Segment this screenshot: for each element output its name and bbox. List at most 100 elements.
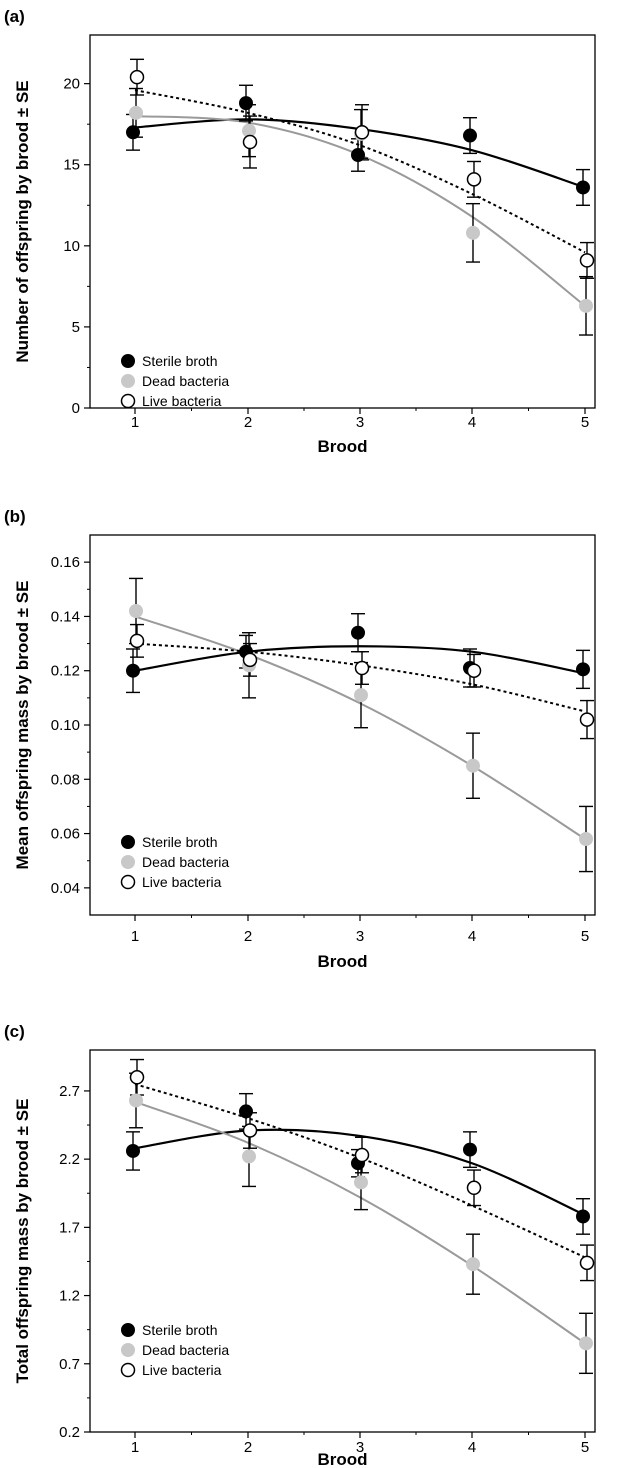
y-tick-label: 5 xyxy=(72,319,80,336)
x-tick-label: 4 xyxy=(468,1439,476,1456)
data-point-dead-bacteria xyxy=(579,298,593,313)
legend-marker-live-bacteria xyxy=(120,874,136,890)
data-point-sterile-broth xyxy=(351,625,365,640)
y-tick-label: 0.7 xyxy=(59,1356,80,1373)
x-tick-label: 1 xyxy=(131,1439,139,1456)
data-point-dead-bacteria xyxy=(242,1149,256,1164)
panel-letter: (a) xyxy=(4,7,25,26)
legend-marker-sterile-broth xyxy=(121,1323,135,1337)
legend-label-live-bacteria: Live bacteria xyxy=(142,1362,222,1378)
x-tick-label: 1 xyxy=(131,414,139,431)
data-point-sterile-broth xyxy=(126,125,140,140)
x-tick-label: 2 xyxy=(244,928,252,945)
data-point-live-bacteria xyxy=(242,134,258,150)
panel-letter: (b) xyxy=(4,507,26,526)
data-point-sterile-broth xyxy=(126,663,140,678)
y-tick-label: 0.16 xyxy=(51,554,80,571)
data-point-sterile-broth xyxy=(126,1143,140,1158)
legend: Sterile broth Dead bacteria Live bacteria xyxy=(120,834,229,890)
data-point-live-bacteria xyxy=(242,1123,258,1138)
plot-frame xyxy=(89,34,596,409)
y-axis-title: Mean offspring mass by brood ± SE xyxy=(13,581,32,870)
data-point-dead-bacteria xyxy=(579,832,593,846)
x-axis-title: Brood xyxy=(317,1450,367,1468)
legend-label-sterile-broth: Sterile broth xyxy=(142,1322,217,1338)
data-point-live-bacteria xyxy=(466,172,482,187)
y-tick-label: 0.06 xyxy=(51,826,80,843)
fit-line-live-bacteria xyxy=(134,642,586,713)
panel-letter: (c) xyxy=(4,1022,25,1041)
legend-label-dead-bacteria: Dead bacteria xyxy=(142,373,229,389)
y-tick-label: 1.2 xyxy=(59,1288,80,1305)
legend-label-sterile-broth: Sterile broth xyxy=(142,834,217,850)
y-tick-label: 0.14 xyxy=(51,608,80,625)
legend-label-dead-bacteria: Dead bacteria xyxy=(142,1342,229,1358)
legend-label-dead-bacteria: Dead bacteria xyxy=(142,854,229,870)
data-point-dead-bacteria xyxy=(354,688,368,703)
legend: Sterile broth Dead bacteria Live bacteria xyxy=(120,353,229,409)
x-axis-title: Brood xyxy=(317,952,367,971)
data-point-dead-bacteria xyxy=(466,1257,480,1272)
data-point-sterile-broth xyxy=(351,148,365,163)
chart-panel-1: (a) 0 5 10 15 20 1 2 3 4 5 Brood Number of offspring… xyxy=(4,7,596,456)
legend: Sterile broth Dead bacteria Live bacteria xyxy=(120,1322,229,1378)
data-point-sterile-broth xyxy=(576,662,590,677)
data-point-live-bacteria xyxy=(579,1255,595,1271)
legend-marker-sterile-broth xyxy=(121,835,135,849)
y-tick-label: 15 xyxy=(63,157,80,174)
data-point-dead-bacteria xyxy=(129,604,143,618)
data-point-dead-bacteria xyxy=(466,758,480,773)
y-tick-label: 0.04 xyxy=(51,880,80,897)
data-point-live-bacteria xyxy=(242,652,258,668)
x-axis-title: Brood xyxy=(317,437,367,456)
y-tick-label: 20 xyxy=(63,76,80,93)
legend-label-sterile-broth: Sterile broth xyxy=(142,353,217,369)
data-point-sterile-broth xyxy=(239,96,253,111)
x-tick-label: 3 xyxy=(356,1439,364,1456)
fit-line-dead-bacteria xyxy=(134,615,586,840)
y-tick-label: 0.2 xyxy=(59,1424,80,1441)
x-tick-label: 5 xyxy=(581,414,589,431)
legend-marker-live-bacteria xyxy=(120,393,136,409)
legend-marker-dead-bacteria xyxy=(121,855,135,869)
data-point-live-bacteria xyxy=(354,125,370,140)
data-point-live-bacteria xyxy=(466,663,482,678)
y-tick-label: 0 xyxy=(72,400,80,417)
legend-marker-dead-bacteria xyxy=(121,374,135,388)
legend-marker-dead-bacteria xyxy=(121,1343,135,1357)
data-point-dead-bacteria xyxy=(579,1336,593,1351)
x-tick-label: 4 xyxy=(468,928,476,945)
y-tick-label: 0.08 xyxy=(51,771,80,788)
x-tick-label: 3 xyxy=(356,414,364,431)
legend-label-live-bacteria: Live bacteria xyxy=(142,874,222,890)
data-point-dead-bacteria xyxy=(354,1175,368,1190)
plot-frame xyxy=(89,1049,596,1433)
data-point-sterile-broth xyxy=(576,180,590,195)
y-tick-label: 2.7 xyxy=(59,1083,80,1100)
data-point-sterile-broth xyxy=(576,1209,590,1224)
data-point-live-bacteria xyxy=(354,660,370,676)
y-tick-label: 0.12 xyxy=(51,663,80,680)
data-point-live-bacteria xyxy=(129,1070,145,1085)
fit-line-dead-bacteria xyxy=(134,115,586,307)
fit-line-dead-bacteria xyxy=(134,1100,586,1345)
x-tick-label: 3 xyxy=(356,928,364,945)
fit-line-live-bacteria xyxy=(134,1083,586,1259)
data-point-dead-bacteria xyxy=(129,105,143,120)
data-point-live-bacteria xyxy=(579,253,595,268)
x-tick-label: 4 xyxy=(468,414,476,431)
x-tick-label: 1 xyxy=(131,928,139,945)
y-axis-title: Total offspring mass by brood ± SE xyxy=(13,1099,32,1384)
data-point-dead-bacteria xyxy=(466,225,480,240)
data-point-sterile-broth xyxy=(239,1104,253,1119)
y-axis-title: Number of offspring by brood ± SE xyxy=(13,80,32,362)
x-tick-label: 2 xyxy=(244,414,252,431)
y-tick-label: 1.7 xyxy=(59,1219,80,1236)
x-tick-label: 5 xyxy=(581,1439,589,1456)
chart-panel-3: (c) 0.2 0.7 1.2 1.7 2.2 2.7 1 2 3 4 5 Brood Total off… xyxy=(4,1022,596,1468)
x-tick-label: 2 xyxy=(244,1439,252,1456)
data-point-sterile-broth xyxy=(463,128,477,143)
fit-line-sterile-broth xyxy=(134,1128,586,1217)
legend-marker-live-bacteria xyxy=(120,1362,136,1378)
